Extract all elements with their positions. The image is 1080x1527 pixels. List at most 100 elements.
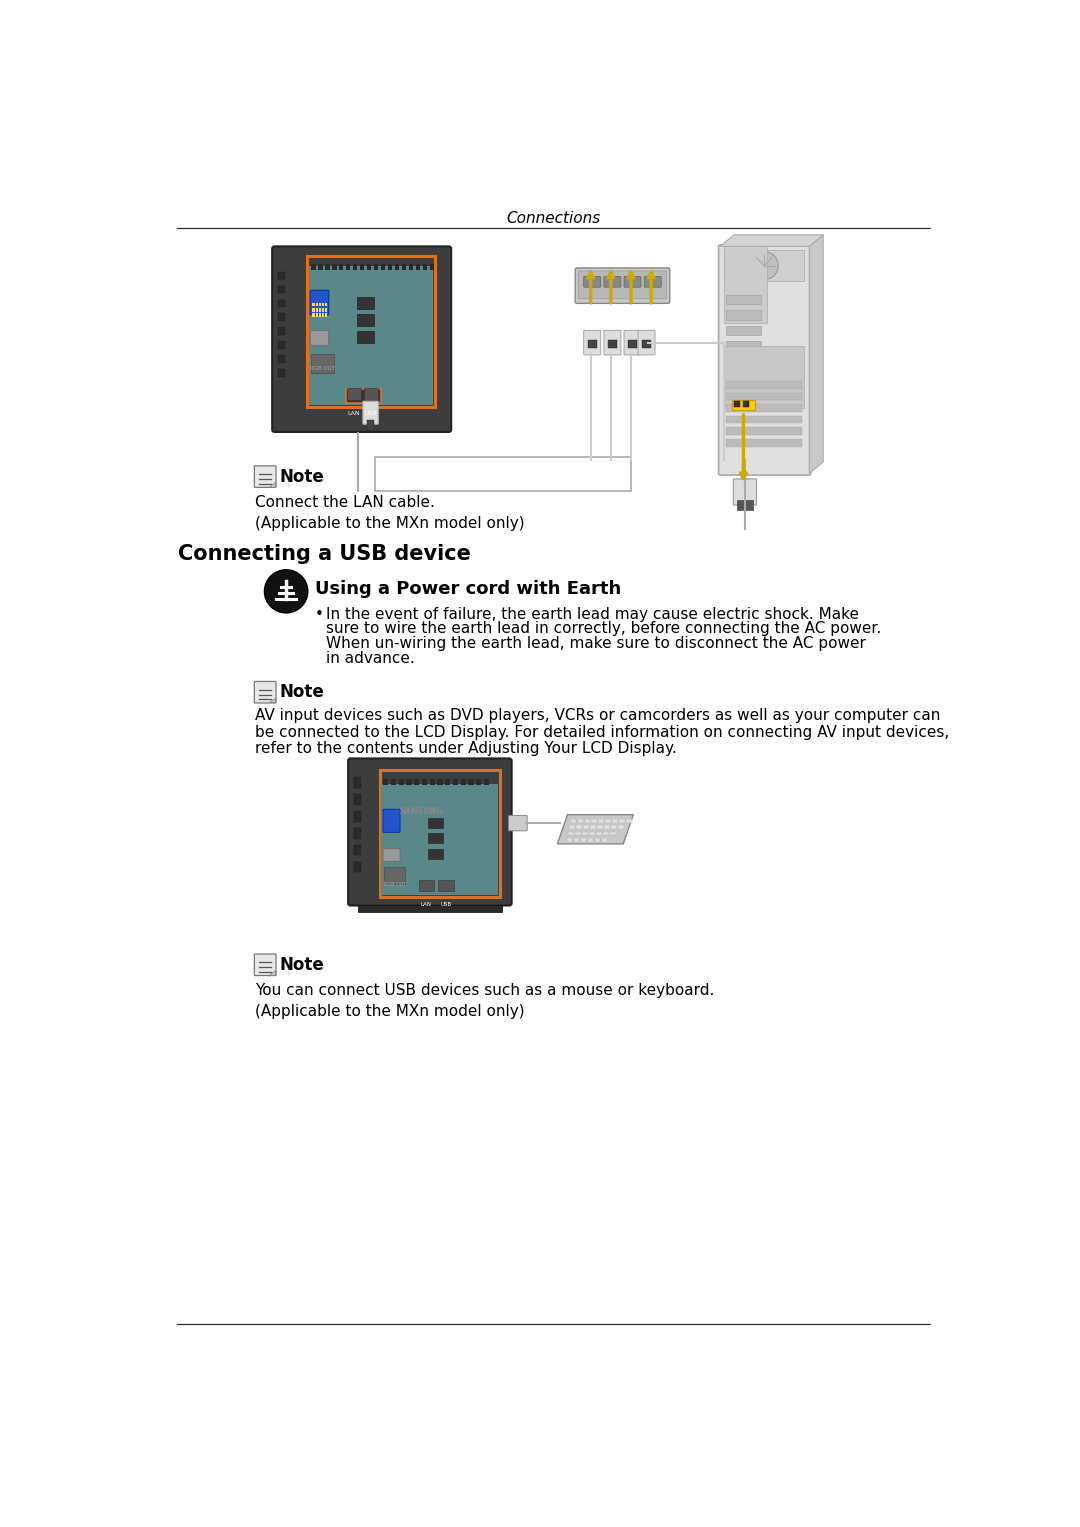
Bar (445, 779, 450, 785)
Bar (375, 457, 631, 492)
Bar (374, 264, 378, 270)
FancyBboxPatch shape (583, 276, 600, 287)
Text: sure to wire the earth lead in correctly, before connecting the AC power.: sure to wire the earth lead in correctly… (326, 621, 881, 637)
Bar (724, 246, 767, 324)
Bar (325, 264, 329, 270)
Bar (278, 272, 285, 279)
Bar (318, 264, 323, 270)
Bar (567, 838, 572, 841)
Bar (367, 264, 372, 270)
FancyBboxPatch shape (583, 330, 600, 354)
Text: •: • (314, 606, 324, 621)
Bar (476, 779, 482, 785)
Polygon shape (720, 235, 823, 246)
Bar (381, 783, 499, 895)
Bar (278, 341, 285, 348)
Bar (484, 779, 489, 785)
Bar (428, 818, 444, 828)
Bar (610, 832, 616, 835)
Text: LAN: LAN (348, 411, 360, 417)
Bar (406, 779, 411, 785)
Text: (Applicable to the MXn model only): (Applicable to the MXn model only) (255, 516, 525, 531)
Bar (357, 315, 375, 325)
Bar (619, 820, 625, 823)
Bar (727, 405, 801, 412)
Bar (727, 295, 761, 304)
FancyBboxPatch shape (310, 330, 328, 345)
Bar (584, 820, 590, 823)
Bar (311, 354, 334, 374)
Bar (603, 832, 608, 835)
Text: When un-wiring the earth lead, make sure to disconnect the AC power: When un-wiring the earth lead, make sure… (326, 637, 865, 651)
Bar (353, 811, 361, 822)
FancyBboxPatch shape (310, 290, 328, 315)
Text: Note: Note (280, 683, 325, 701)
Bar (394, 264, 400, 270)
Bar (727, 310, 761, 319)
Bar (322, 302, 324, 307)
FancyBboxPatch shape (638, 330, 656, 354)
Bar (319, 308, 321, 312)
Bar (380, 770, 500, 896)
Bar (325, 313, 327, 318)
Bar (612, 820, 618, 823)
Bar (353, 264, 357, 270)
Bar (380, 264, 386, 270)
Bar (437, 779, 443, 785)
Bar (727, 325, 761, 334)
Bar (278, 370, 285, 377)
FancyBboxPatch shape (733, 479, 757, 505)
Bar (278, 327, 285, 334)
Bar (346, 264, 350, 270)
Bar (353, 861, 361, 872)
Bar (325, 302, 327, 307)
Bar (278, 354, 285, 362)
FancyBboxPatch shape (624, 330, 642, 354)
Bar (583, 826, 589, 829)
Bar (312, 308, 314, 312)
Bar (605, 826, 610, 829)
Bar (597, 826, 603, 829)
Bar (364, 388, 378, 400)
Bar (357, 331, 375, 342)
Bar (578, 820, 583, 823)
Text: Note: Note (280, 467, 325, 486)
Bar (734, 402, 740, 408)
Bar (391, 779, 396, 785)
Bar (278, 313, 285, 321)
Text: USB: USB (364, 411, 377, 417)
Text: Connect the LAN cable.: Connect the LAN cable. (255, 495, 435, 510)
Text: be connected to the LCD Display. For detailed information on connecting AV input: be connected to the LCD Display. For det… (255, 724, 949, 739)
Bar (383, 867, 405, 884)
Bar (315, 302, 318, 307)
Polygon shape (269, 483, 275, 487)
Text: refer to the contents under Adjusting Your LCD Display.: refer to the contents under Adjusting Yo… (255, 741, 677, 756)
Bar (592, 820, 597, 823)
Bar (727, 438, 801, 446)
Bar (319, 313, 321, 318)
Bar (315, 308, 318, 312)
FancyBboxPatch shape (576, 267, 670, 304)
Bar (422, 264, 428, 270)
Bar (399, 779, 404, 785)
FancyBboxPatch shape (383, 809, 400, 832)
Polygon shape (269, 698, 275, 702)
Bar (312, 313, 314, 318)
Bar (315, 313, 318, 318)
Bar (312, 302, 314, 307)
Bar (332, 264, 337, 270)
Text: Note: Note (280, 956, 325, 974)
FancyBboxPatch shape (255, 681, 276, 702)
Bar (595, 838, 600, 841)
Bar (311, 264, 315, 270)
Bar (568, 832, 573, 835)
Bar (738, 499, 753, 510)
FancyBboxPatch shape (604, 276, 621, 287)
Bar (419, 880, 434, 890)
Bar (357, 298, 375, 308)
Bar (319, 302, 321, 307)
FancyBboxPatch shape (272, 246, 451, 432)
Text: USB: USB (441, 901, 451, 907)
Bar (743, 402, 748, 408)
Bar (596, 832, 602, 835)
